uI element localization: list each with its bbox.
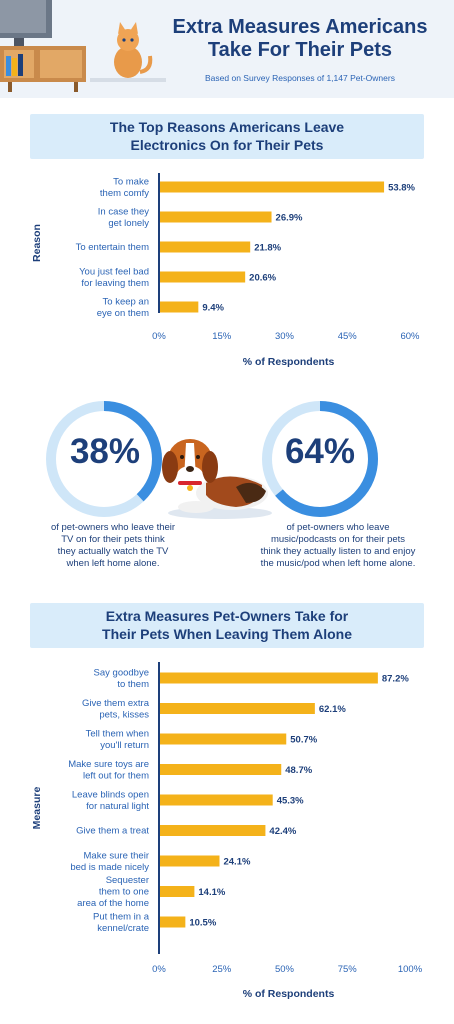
category-label: for natural light bbox=[86, 801, 149, 812]
category-label: eye on them bbox=[97, 308, 149, 319]
bar bbox=[160, 211, 272, 223]
category-label: kennel/crate bbox=[97, 923, 149, 934]
data-label: 24.1% bbox=[223, 857, 250, 868]
dog-illustration bbox=[162, 439, 272, 519]
category-label: bed is made nicely bbox=[70, 862, 149, 873]
ring-progress bbox=[262, 401, 378, 517]
category-label: Say goodbye bbox=[94, 667, 149, 678]
data-label: 9.4% bbox=[202, 303, 224, 314]
data-label: 62.1% bbox=[319, 704, 346, 715]
category-label: left out for them bbox=[83, 770, 149, 781]
x-tick-label: 0% bbox=[152, 331, 166, 342]
chart2-title: Extra Measures Pet-Owners Take for Their… bbox=[30, 603, 424, 648]
category-label: them to one bbox=[99, 887, 149, 898]
bar bbox=[160, 733, 287, 745]
bar bbox=[160, 764, 282, 775]
x-axis-label: % of Respondents bbox=[243, 356, 335, 368]
x-tick-label: 45% bbox=[338, 331, 358, 342]
category-label: In case they bbox=[98, 206, 149, 217]
category-label: Give them extra bbox=[82, 698, 150, 709]
stat-caption-tv: of pet-owners who leave their TV on for … bbox=[50, 522, 176, 569]
category-label: for leaving them bbox=[81, 278, 149, 289]
x-tick-label: 25% bbox=[212, 964, 232, 975]
y-axis-label: Measure bbox=[31, 787, 43, 830]
data-label: 87.2% bbox=[382, 674, 409, 685]
data-label: 14.1% bbox=[198, 887, 225, 898]
bar bbox=[160, 301, 199, 313]
category-label: Tell them when bbox=[86, 728, 149, 739]
category-label: you'll return bbox=[100, 740, 149, 751]
living-room-illustration bbox=[0, 0, 166, 92]
x-axis-label: % of Respondents bbox=[243, 988, 335, 1000]
bar bbox=[160, 886, 195, 897]
y-axis-label: Reason bbox=[31, 224, 43, 262]
stat-value-tv: 38% bbox=[69, 432, 141, 471]
data-label: 53.8% bbox=[388, 183, 415, 194]
stat-ring-tv bbox=[46, 401, 162, 517]
category-label: Sequester bbox=[106, 875, 149, 886]
category-label: Give them a treat bbox=[76, 826, 149, 837]
stat-ring-music bbox=[262, 401, 378, 517]
category-label: To keep an bbox=[103, 296, 149, 307]
bar bbox=[160, 855, 220, 867]
data-label: 21.8% bbox=[254, 243, 281, 254]
category-label: You just feel bad bbox=[79, 266, 149, 277]
bar bbox=[160, 181, 385, 193]
category-label: To entertain them bbox=[76, 242, 149, 253]
data-label: 26.9% bbox=[276, 213, 303, 224]
category-label: them comfy bbox=[100, 188, 149, 199]
bar bbox=[160, 271, 246, 283]
data-label: 48.7% bbox=[285, 765, 312, 776]
x-tick-label: 50% bbox=[275, 964, 295, 975]
category-label: Put them in a bbox=[93, 911, 150, 922]
category-label: area of the home bbox=[77, 898, 149, 909]
data-label: 20.6% bbox=[249, 273, 276, 284]
category-label: pets, kisses bbox=[99, 709, 149, 720]
data-label: 10.5% bbox=[189, 918, 216, 929]
page-subtitle: Based on Survey Responses of 1,147 Pet-O… bbox=[205, 73, 395, 83]
category-label: Leave blinds open bbox=[72, 789, 149, 800]
x-tick-label: 30% bbox=[275, 331, 295, 342]
bar bbox=[160, 825, 266, 836]
ring-progress bbox=[46, 401, 162, 517]
bar bbox=[160, 703, 315, 714]
x-tick-label: 15% bbox=[212, 331, 232, 342]
category-label: Make sure their bbox=[84, 850, 149, 861]
header-banner: Extra Measures Americans Take For Their … bbox=[0, 0, 454, 98]
bar bbox=[160, 672, 378, 684]
x-tick-label: 60% bbox=[400, 331, 420, 342]
chart1-title: The Top Reasons Americans Leave Electron… bbox=[30, 114, 424, 159]
stats-graphic bbox=[46, 401, 378, 519]
x-tick-label: 100% bbox=[398, 964, 423, 975]
data-label: 42.4% bbox=[269, 826, 296, 837]
page-title: Extra Measures Americans Take For Their … bbox=[172, 16, 428, 61]
bar bbox=[160, 241, 251, 253]
category-label: To make bbox=[113, 176, 149, 187]
data-label: 45.3% bbox=[277, 796, 304, 807]
category-label: to them bbox=[117, 679, 149, 690]
bar bbox=[160, 794, 273, 806]
category-label: Make sure toys are bbox=[68, 759, 149, 770]
data-label: 50.7% bbox=[290, 735, 317, 746]
stat-caption-music: of pet-owners who leave music/podcasts o… bbox=[260, 522, 416, 569]
bar bbox=[160, 916, 186, 928]
category-label: get lonely bbox=[108, 218, 149, 229]
stat-value-music: 64% bbox=[284, 432, 356, 471]
x-tick-label: 75% bbox=[338, 964, 358, 975]
x-tick-label: 0% bbox=[152, 964, 166, 975]
